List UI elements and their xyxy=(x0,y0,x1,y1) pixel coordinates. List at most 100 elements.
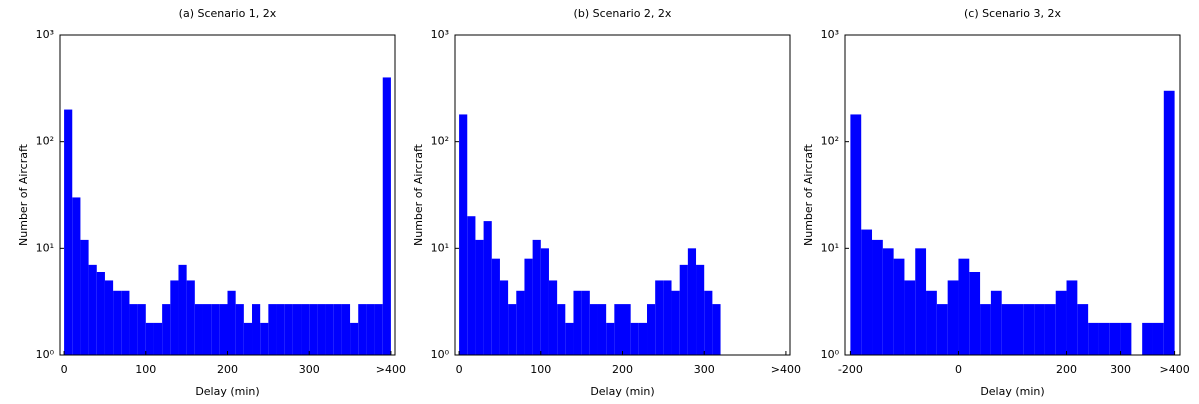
histogram-bar xyxy=(1066,280,1078,355)
histogram-bar xyxy=(1044,304,1056,355)
histogram-bar xyxy=(467,216,476,355)
x-tick-label: >400 xyxy=(376,363,406,376)
y-tick-label: 10⁰ xyxy=(36,348,55,361)
x-tick-label: 100 xyxy=(135,363,156,376)
histogram-bar xyxy=(589,304,598,355)
histogram-bar xyxy=(630,322,639,355)
histogram-bar xyxy=(532,239,541,355)
histogram-bar xyxy=(990,290,1002,355)
histogram-bar xyxy=(915,248,927,355)
histogram-bar xyxy=(1120,322,1132,355)
y-tick-label: 10³ xyxy=(821,28,839,41)
histogram-bar xyxy=(145,322,154,355)
histogram-bar xyxy=(341,304,351,355)
histogram-bar xyxy=(499,280,509,355)
x-tick-label: 0 xyxy=(456,363,463,376)
histogram-bar xyxy=(1023,304,1035,355)
histogram-bar xyxy=(227,290,236,355)
histogram-bar xyxy=(655,280,664,355)
x-tick-label: 100 xyxy=(530,363,551,376)
histogram-bar xyxy=(1152,322,1164,355)
histogram-bar xyxy=(276,304,285,355)
histogram-bar xyxy=(696,264,705,355)
histogram-bar xyxy=(704,290,713,355)
histogram-bar xyxy=(1012,304,1024,355)
histogram-bar xyxy=(1034,304,1045,355)
y-tick-label: 10³ xyxy=(36,28,54,41)
histogram-bar xyxy=(252,304,261,355)
histogram-bar xyxy=(153,322,163,355)
histogram-bar xyxy=(1098,322,1110,355)
histogram-bar xyxy=(597,304,607,355)
histogram-bar xyxy=(712,304,721,355)
histogram-bar xyxy=(861,229,873,355)
histogram-bar xyxy=(64,109,73,356)
histogram-bar xyxy=(565,322,574,355)
histogram-bar xyxy=(162,304,171,355)
x-tick-label: 300 xyxy=(694,363,715,376)
histogram-bar xyxy=(137,304,146,355)
histogram-bar xyxy=(947,280,959,355)
chart-title: (c) Scenario 3, 2x xyxy=(964,7,1061,20)
histogram-bar xyxy=(80,239,89,355)
histogram-bar xyxy=(926,290,937,355)
histogram-bar xyxy=(325,304,334,355)
y-axis-label: Number of Aircraft xyxy=(17,143,30,246)
x-tick-label: 200 xyxy=(612,363,633,376)
y-tick-label: 10² xyxy=(36,135,54,148)
x-axis-label: Delay (min) xyxy=(980,385,1044,398)
histogram-bar xyxy=(524,258,533,355)
histogram-bar xyxy=(268,304,277,355)
histogram-bar xyxy=(508,304,517,355)
histogram-bar xyxy=(581,290,590,355)
histogram-bar xyxy=(121,290,130,355)
chart-title: (b) Scenario 2, 2x xyxy=(574,7,672,20)
histogram-bar xyxy=(350,322,359,355)
histogram-bar xyxy=(243,322,253,355)
x-tick-label: 300 xyxy=(299,363,320,376)
histogram-bar xyxy=(235,304,244,355)
y-tick-label: 10⁰ xyxy=(431,348,450,361)
x-axis-label: Delay (min) xyxy=(195,385,259,398)
histogram-bar xyxy=(491,258,500,355)
histogram-bar xyxy=(1055,290,1067,355)
histogram-bar xyxy=(113,290,122,355)
histogram-bar xyxy=(301,304,310,355)
histogram-bar xyxy=(1163,90,1175,355)
y-tick-label: 10² xyxy=(821,135,839,148)
plot-frame xyxy=(844,34,1181,356)
x-tick-label: 300 xyxy=(1110,363,1131,376)
histogram-bar xyxy=(1001,304,1013,355)
histogram-bar xyxy=(679,264,688,355)
histogram-bar xyxy=(663,280,672,355)
histogram-bar xyxy=(366,304,375,355)
histogram-bar xyxy=(687,248,697,355)
histogram-bar xyxy=(638,322,648,355)
histogram-bar xyxy=(516,290,525,355)
x-tick-label: 0 xyxy=(61,363,68,376)
x-tick-label: -200 xyxy=(838,363,863,376)
histogram-bar xyxy=(96,271,105,355)
histogram-bar xyxy=(958,258,970,355)
histogram-bar xyxy=(358,304,367,355)
histogram-bar xyxy=(606,322,615,355)
histogram-bar xyxy=(882,248,894,355)
histogram-bar xyxy=(129,304,138,355)
histogram-bar xyxy=(573,290,582,355)
histogram-bar xyxy=(459,114,468,356)
histogram-bar xyxy=(260,322,269,355)
y-tick-label: 10¹ xyxy=(36,241,54,254)
x-tick-label: 0 xyxy=(955,363,962,376)
histogram-bar xyxy=(374,304,383,355)
y-axis-label: Number of Aircraft xyxy=(412,143,425,246)
histogram-bar xyxy=(317,304,326,355)
histogram-bar xyxy=(980,304,991,355)
histogram-bar xyxy=(178,264,187,355)
histogram-bar xyxy=(893,258,905,355)
x-tick-label: >400 xyxy=(771,363,801,376)
histogram-bar xyxy=(548,280,558,355)
histogram-bar xyxy=(292,304,302,355)
histogram-bar xyxy=(475,239,484,355)
histogram-bar xyxy=(671,290,680,355)
